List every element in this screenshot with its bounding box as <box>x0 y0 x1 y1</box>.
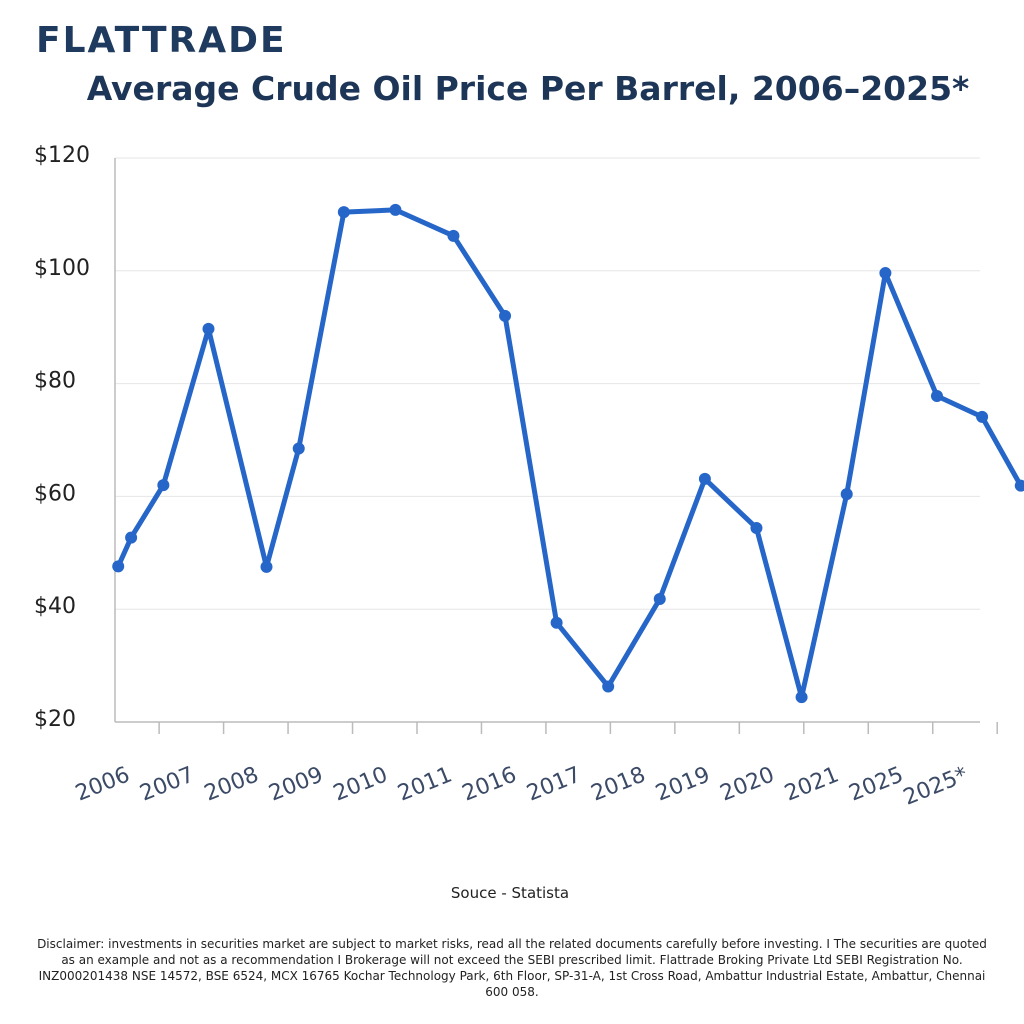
point <box>602 680 615 693</box>
x-tick-label: 2017 <box>523 762 584 806</box>
y-tick-label: $80 <box>34 369 76 394</box>
x-tick-label: 2025* <box>900 762 971 810</box>
point <box>750 521 763 534</box>
point <box>389 203 402 216</box>
y-tick-label: $20 <box>34 707 76 732</box>
x-tick-label: 2025 <box>846 762 907 806</box>
x-tick-label: 2018 <box>588 762 649 806</box>
x-tick-label: 2021 <box>781 762 842 806</box>
x-tick-label: 2010 <box>330 762 391 806</box>
y-tick-label: $100 <box>34 256 90 281</box>
x-tick-label: 2019 <box>652 762 713 806</box>
point <box>653 593 666 606</box>
x-tick-label: 2020 <box>717 762 778 806</box>
point <box>698 472 711 485</box>
x-tick-label: 2008 <box>201 762 262 806</box>
chart: FLATTRADE Average Crude Oil Price Per Ba… <box>34 20 1024 902</box>
x-tick-label: 2006 <box>72 762 133 806</box>
logo: FLATTRADE <box>36 20 287 61</box>
point <box>1014 479 1024 492</box>
point <box>795 691 808 704</box>
point <box>976 410 989 423</box>
x-tick-label: 2009 <box>265 762 326 806</box>
point <box>550 616 563 629</box>
point <box>202 322 215 335</box>
x-tick-label: 2007 <box>137 762 198 806</box>
x-tick-label: 2016 <box>459 762 520 806</box>
line <box>115 207 1023 700</box>
disclaimer: Disclaimer: investments in securities ma… <box>37 937 987 999</box>
y-tick-label: $120 <box>34 143 90 168</box>
point <box>879 267 892 280</box>
point <box>112 560 125 573</box>
point <box>840 488 853 501</box>
point <box>447 229 460 242</box>
point <box>260 560 273 573</box>
point <box>292 442 305 455</box>
point <box>499 309 512 322</box>
point <box>125 531 138 544</box>
y-tick-label: $40 <box>34 594 76 619</box>
source: Souce - Statista <box>451 884 569 902</box>
point <box>157 479 170 492</box>
y-tick-label: $60 <box>34 481 76 506</box>
chart-title: Average Crude Oil Price Per Barrel, 2006… <box>87 69 970 108</box>
x-tick-label: 2011 <box>394 762 455 806</box>
point <box>930 390 943 403</box>
point <box>337 206 350 219</box>
